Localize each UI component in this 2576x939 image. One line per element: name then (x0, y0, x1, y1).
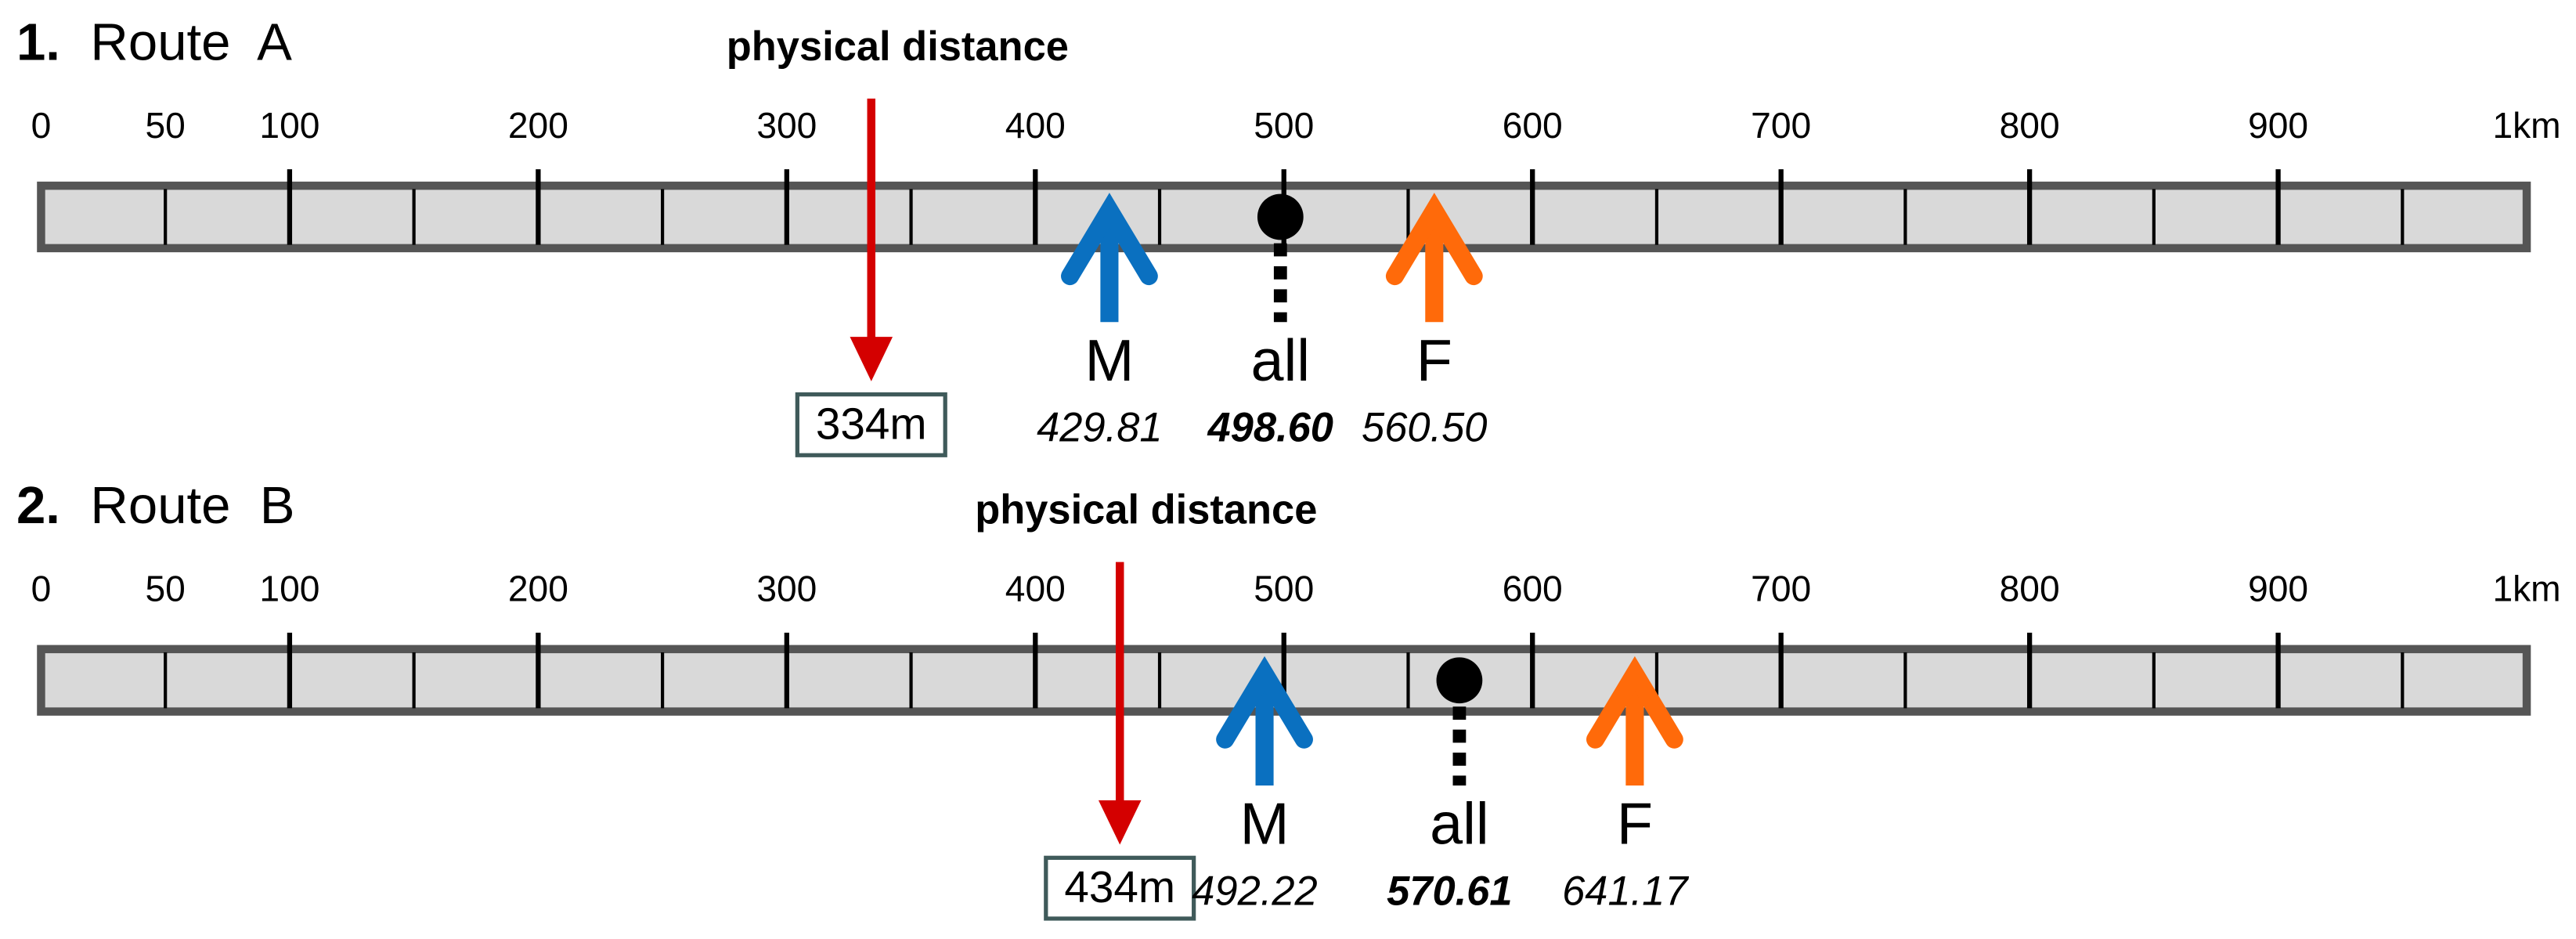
arrow-head (1385, 193, 1483, 286)
tick-label: 50 (146, 105, 186, 146)
marker (1061, 193, 1158, 323)
tick-label: 300 (756, 105, 817, 146)
marker-value: 570.61 (1387, 869, 1512, 914)
marker-value: 492.22 (1192, 869, 1317, 914)
marker-name: all (1251, 328, 1311, 394)
tick-label: 200 (508, 569, 568, 609)
tick-label: 300 (756, 569, 817, 609)
arrow-head (1586, 655, 1683, 749)
marker-dot (1436, 657, 1483, 704)
tick-label: 100 (259, 569, 319, 609)
tick-label: 800 (2000, 569, 2060, 609)
physical-label: physical distance (727, 24, 1069, 70)
arrow-head (1061, 193, 1158, 286)
marker (1216, 655, 1313, 786)
marker (1385, 193, 1483, 323)
marker-value: 560.50 (1362, 406, 1487, 451)
tick-label: 500 (1254, 105, 1314, 146)
marker-name: all (1430, 791, 1489, 857)
arrow-head (1216, 655, 1313, 749)
arrow-head (850, 337, 893, 381)
tick-label: 1km (2492, 105, 2560, 146)
route-number: 1. (16, 13, 60, 72)
value-box (1044, 855, 1196, 921)
marker (1586, 655, 1683, 786)
route-name: Route A (90, 13, 292, 72)
tick-label: 700 (1751, 569, 1811, 609)
marker-value: 498.60 (1207, 406, 1333, 451)
physical-arrow (1098, 562, 1142, 845)
route-name: Route B (90, 476, 294, 535)
marker (1436, 657, 1483, 786)
marker-value: 641.17 (1562, 869, 1689, 914)
tick-label: 0 (31, 569, 52, 609)
marker-dot (1257, 193, 1304, 240)
value-box (795, 392, 947, 457)
tick-label: 200 (508, 105, 568, 146)
tick-label: 900 (2248, 105, 2308, 146)
marker-value: 429.81 (1037, 406, 1162, 451)
tick-label: 100 (259, 105, 319, 146)
physical-label: physical distance (975, 488, 1317, 533)
tick-label: 400 (1005, 105, 1066, 146)
tick-label: 1km (2492, 569, 2560, 609)
tick-label: 800 (2000, 105, 2060, 146)
arrow-head (1098, 800, 1142, 845)
tick-label: 50 (146, 569, 186, 609)
marker-name: F (1617, 791, 1653, 857)
tick-label: 700 (1751, 105, 1811, 146)
tick-label: 500 (1254, 569, 1314, 609)
tick-label: 0 (31, 105, 52, 146)
marker-name: M (1084, 328, 1134, 394)
tick-label: 900 (2248, 569, 2308, 609)
marker-name: F (1416, 328, 1452, 394)
physical-value: 334m (816, 400, 927, 450)
route-number: 2. (16, 476, 60, 535)
physical-value: 434m (1064, 863, 1175, 912)
tick-label: 600 (1503, 569, 1563, 609)
tick-label: 400 (1005, 569, 1066, 609)
tick-label: 600 (1503, 105, 1563, 146)
marker-name: M (1240, 791, 1290, 857)
marker (1257, 193, 1304, 323)
physical-arrow (850, 98, 893, 381)
